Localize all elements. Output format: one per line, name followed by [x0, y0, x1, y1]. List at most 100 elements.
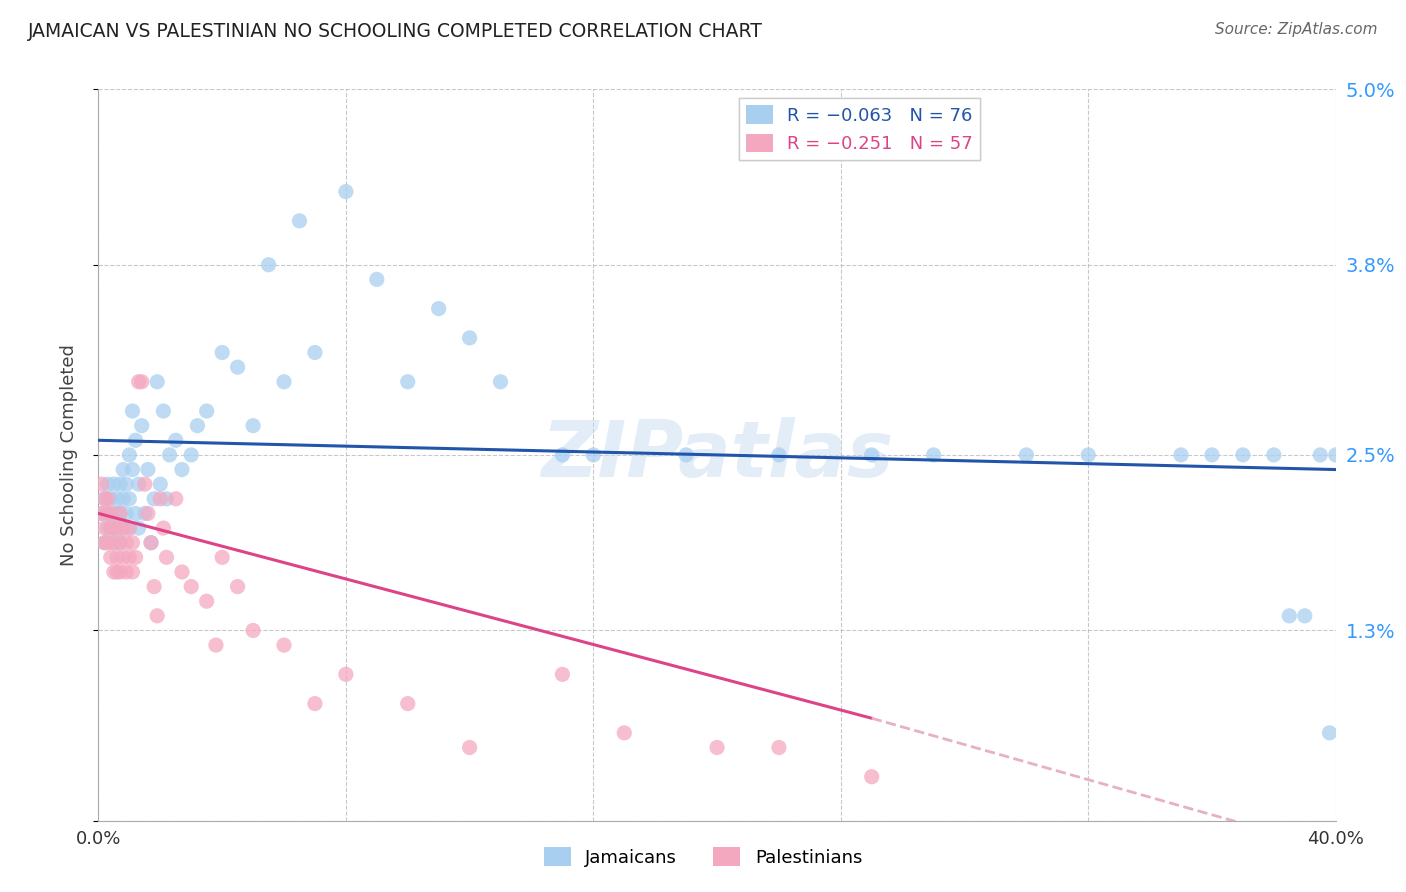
Point [136, 462, 159, 476]
Point [128, 477, 150, 491]
Point [165, 434, 187, 448]
Point [335, 667, 357, 681]
Point [121, 462, 143, 476]
Point [97, 491, 120, 506]
Point [131, 375, 153, 389]
Point [489, 375, 512, 389]
Point [93, 535, 115, 549]
Point [103, 477, 125, 491]
Point [226, 360, 249, 375]
Point [860, 770, 883, 784]
Text: Source: ZipAtlas.com: Source: ZipAtlas.com [1215, 22, 1378, 37]
Point [90, 507, 112, 521]
Point [139, 535, 162, 549]
Point [100, 550, 122, 565]
Point [90, 477, 112, 491]
Point [582, 448, 605, 462]
Point [134, 507, 156, 521]
Point [100, 521, 122, 535]
Legend: R = −0.063   N = 76, R = −0.251   N = 57: R = −0.063 N = 76, R = −0.251 N = 57 [738, 98, 980, 161]
Point [108, 477, 131, 491]
Point [128, 375, 150, 389]
Y-axis label: No Schooling Completed: No Schooling Completed [59, 344, 77, 566]
Point [93, 521, 115, 535]
Point [458, 740, 481, 755]
Point [121, 404, 143, 418]
Point [1324, 448, 1347, 462]
Point [143, 491, 166, 506]
Point [768, 448, 790, 462]
Point [186, 418, 208, 433]
Point [242, 418, 264, 433]
Point [115, 565, 138, 579]
Point [100, 491, 122, 506]
Point [551, 448, 574, 462]
Point [108, 507, 131, 521]
Point [93, 535, 115, 549]
Text: JAMAICAN VS PALESTINIAN NO SCHOOLING COMPLETED CORRELATION CHART: JAMAICAN VS PALESTINIAN NO SCHOOLING COM… [28, 22, 763, 41]
Point [304, 345, 326, 359]
Point [922, 448, 945, 462]
Point [105, 565, 128, 579]
Point [121, 565, 143, 579]
Point [143, 580, 166, 594]
Point [112, 462, 135, 476]
Point [134, 477, 156, 491]
Point [1077, 448, 1099, 462]
Point [458, 331, 481, 345]
Point [152, 521, 174, 535]
Point [170, 462, 193, 476]
Point [112, 521, 135, 535]
Point [103, 535, 125, 549]
Point [124, 507, 146, 521]
Point [118, 448, 141, 462]
Point [195, 404, 218, 418]
Point [211, 550, 233, 565]
Point [108, 535, 131, 549]
Point [335, 185, 357, 199]
Point [180, 580, 202, 594]
Point [1319, 726, 1341, 740]
Point [170, 565, 193, 579]
Point [1263, 448, 1285, 462]
Point [93, 491, 115, 506]
Point [100, 521, 122, 535]
Point [103, 565, 125, 579]
Point [103, 521, 125, 535]
Point [97, 477, 120, 491]
Point [613, 726, 636, 740]
Point [139, 535, 162, 549]
Text: ZIPatlas: ZIPatlas [541, 417, 893, 493]
Point [93, 491, 115, 506]
Point [159, 448, 181, 462]
Point [103, 507, 125, 521]
Point [155, 491, 177, 506]
Point [1309, 448, 1331, 462]
Point [152, 404, 174, 418]
Point [118, 521, 141, 535]
Point [205, 638, 228, 652]
Point [304, 697, 326, 711]
Point [242, 624, 264, 638]
Point [1015, 448, 1038, 462]
Point [706, 740, 728, 755]
Point [136, 507, 159, 521]
Point [97, 521, 120, 535]
Point [115, 535, 138, 549]
Point [1294, 608, 1316, 623]
Point [366, 272, 388, 286]
Point [128, 521, 150, 535]
Point [115, 477, 138, 491]
Point [118, 521, 141, 535]
Point [675, 448, 697, 462]
Point [105, 491, 128, 506]
Point [273, 375, 295, 389]
Point [226, 580, 249, 594]
Point [551, 667, 574, 681]
Point [108, 565, 131, 579]
Point [100, 507, 122, 521]
Point [1232, 448, 1254, 462]
Point [112, 491, 135, 506]
Point [105, 521, 128, 535]
Point [112, 550, 135, 565]
